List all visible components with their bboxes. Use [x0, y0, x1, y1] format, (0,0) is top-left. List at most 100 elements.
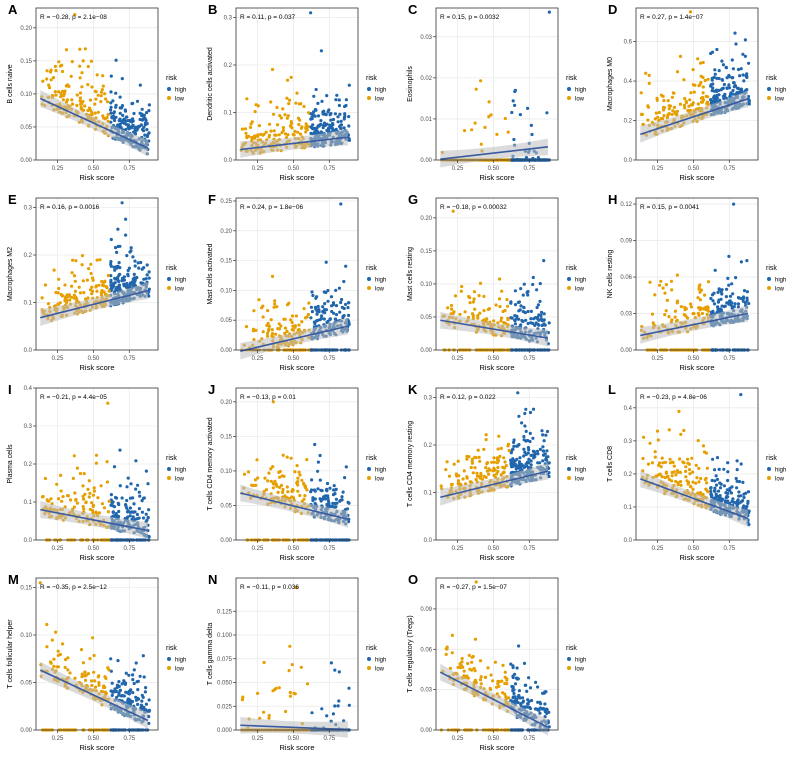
point-low: [107, 289, 111, 293]
point-low: [691, 68, 695, 72]
point-low: [78, 47, 82, 51]
point-low: [495, 456, 499, 460]
point-low: [279, 116, 283, 120]
point-high: [118, 272, 122, 276]
point-low: [40, 296, 44, 300]
point-high: [325, 320, 329, 324]
y-axis-label: NK cells resting: [607, 250, 614, 299]
y-axis-label: Plasma cells: [7, 444, 14, 484]
point-high: [147, 508, 151, 512]
point-high: [727, 283, 731, 287]
point-low: [72, 454, 76, 458]
point-low: [65, 98, 69, 102]
point-high: [547, 461, 551, 465]
point-low: [94, 284, 98, 288]
point-low: [86, 487, 90, 491]
point-low: [100, 289, 104, 293]
point-low: [106, 119, 110, 123]
point-low: [269, 129, 273, 133]
point-high: [144, 702, 148, 706]
point-high: [736, 67, 741, 72]
point-low: [285, 116, 289, 120]
point-high: [325, 94, 329, 98]
point-high: [725, 287, 729, 291]
point-high: [316, 304, 320, 309]
point-low: [699, 61, 703, 65]
plot-border: [35, 7, 159, 161]
point-high: [529, 463, 533, 467]
legend-label-low: low: [775, 477, 785, 483]
point-high: [518, 308, 522, 312]
point-high: [331, 117, 336, 122]
point-low: [83, 47, 87, 51]
point-high: [309, 117, 313, 121]
point-high: [327, 501, 331, 505]
point-low: [98, 258, 102, 262]
x-axis-label: Risk score: [679, 553, 714, 562]
point-high: [513, 314, 517, 318]
legend-label-low: low: [175, 97, 185, 103]
point-high: [342, 306, 346, 311]
point-low: [90, 285, 94, 289]
point-low: [43, 476, 48, 481]
legend-swatch-low: [767, 286, 771, 290]
x-tick-label: 0.50: [488, 356, 500, 362]
point-high: [109, 74, 113, 78]
point-low: [275, 105, 279, 110]
point-low: [684, 475, 688, 479]
point-low: [655, 98, 659, 102]
legend-label-low: low: [375, 477, 385, 483]
point-low: [68, 298, 72, 302]
point-low: [691, 470, 695, 474]
point-low: [293, 129, 297, 133]
point-high: [109, 264, 113, 268]
y-axis-label: T cells CD8: [607, 446, 614, 482]
point-low: [696, 296, 700, 300]
point-low: [296, 489, 300, 493]
point-high: [714, 474, 718, 478]
point-high: [727, 74, 731, 78]
point-high: [538, 299, 542, 303]
point-low: [285, 303, 290, 307]
point-high: [125, 282, 129, 286]
point-low: [88, 98, 93, 102]
point-high: [709, 492, 713, 496]
point-high: [109, 237, 113, 242]
point-high: [112, 265, 116, 269]
point-low: [683, 106, 687, 110]
point-low: [452, 462, 456, 466]
point-low: [670, 112, 674, 117]
point-low: [653, 455, 657, 459]
point-low: [70, 102, 75, 106]
point-high: [531, 275, 535, 280]
panel-letter: D: [608, 2, 617, 17]
point-high: [526, 451, 530, 455]
point-high: [336, 115, 340, 119]
point-low: [65, 298, 69, 302]
point-low: [648, 441, 652, 445]
point-low: [252, 309, 256, 313]
point-low: [99, 100, 103, 104]
point-low: [60, 499, 64, 503]
x-tick-label: 0.50: [488, 546, 500, 552]
panel-letter: I: [8, 382, 12, 397]
point-high: [322, 317, 326, 321]
point-high: [523, 411, 527, 416]
point-low: [88, 491, 92, 495]
point-low: [255, 458, 259, 462]
point-high: [719, 290, 723, 294]
point-low: [698, 298, 702, 302]
point-high: [116, 227, 120, 231]
x-tick-label: 0.25: [252, 356, 264, 362]
point-low: [675, 301, 679, 305]
point-high: [532, 317, 536, 321]
point-high: [140, 510, 144, 514]
point-low: [248, 125, 253, 129]
point-low: [492, 473, 496, 477]
point-high: [513, 103, 517, 107]
point-high: [525, 460, 530, 464]
point-high: [710, 478, 714, 483]
y-tick-label: 0.3: [624, 439, 633, 445]
point-low: [64, 295, 68, 299]
point-low: [664, 309, 668, 313]
